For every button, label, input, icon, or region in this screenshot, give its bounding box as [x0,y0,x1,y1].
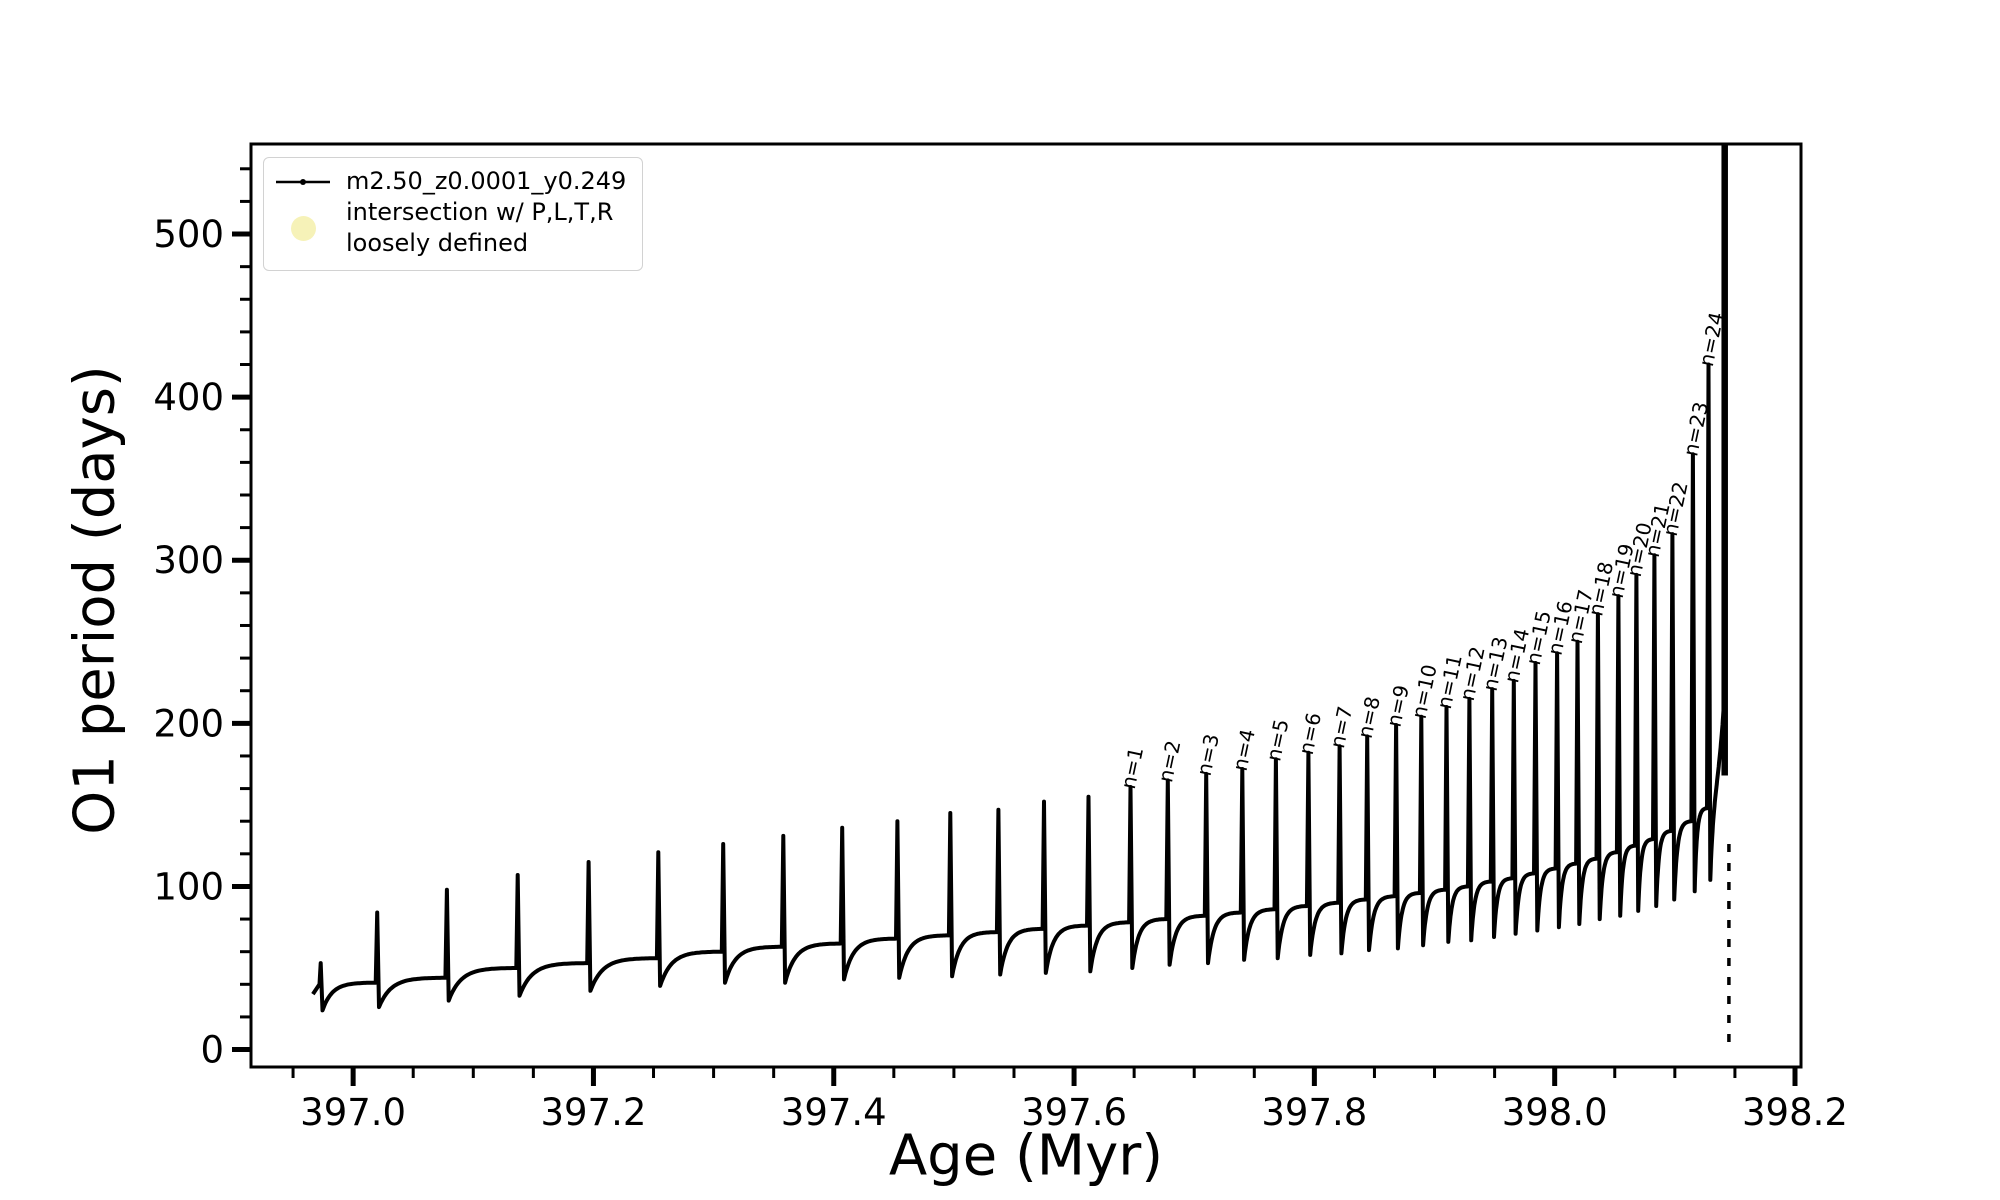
x-tick-label: 398.0 [1502,1091,1608,1134]
x-axis-title: Age (Myr) [888,1123,1164,1189]
x-tick-label: 397.4 [781,1091,887,1134]
y-tick-label: 100 [153,865,224,908]
y-tick-label: 200 [153,702,224,745]
pulse-annotation: n=3 [1192,732,1224,778]
pulse-annotation: n=4 [1228,727,1260,773]
y-tick-label: 500 [153,213,224,256]
ticks-layer: 397.0 397.2 397.4 397.6 397.8 398.0 398.2 0 100 2… [153,167,1848,1134]
y-tick-label: 0 [200,1029,224,1072]
pale-yellow-circle-marker-icon [274,215,332,241]
pulse-annotation: n=1 [1116,745,1148,791]
pulse-annotation: n=6 [1294,710,1326,756]
x-tick-label: 398.2 [1742,1091,1848,1134]
legend-series-label: m2.50_z0.0001_y0.249 [346,167,627,195]
pulse-annotation: n=22 [1658,479,1693,538]
x-tick-label: 397.0 [300,1091,406,1134]
legend: m2.50_z0.0001_y0.249 intersection w/ P,L… [263,157,643,271]
curve-layer [311,144,1731,1047]
pulse-annotation: n=7 [1325,704,1357,750]
line-with-dot-marker-icon [274,176,332,188]
x-tick-label: 397.2 [540,1091,646,1134]
legend-entry-series: m2.50_z0.0001_y0.249 [274,166,630,197]
period-curve [311,144,1727,1013]
x-tick-label: 397.6 [1021,1091,1127,1134]
y-tick-label: 300 [153,539,224,582]
legend-intersection-label: intersection w/ P,L,T,R loosely defined [346,197,613,259]
y-axis-title: O1 period (days) [62,365,128,835]
x-tick-label: 397.8 [1261,1091,1367,1134]
pulse-annotation: n=8 [1353,694,1385,740]
y-tick-label: 400 [153,376,224,419]
axes-spines [249,142,1803,1069]
legend-entry-intersection: intersection w/ P,L,T,R loosely defined [274,197,630,259]
legend-intersection-line1: intersection w/ P,L,T,R [346,198,614,227]
legend-intersection-line2: loosely defined [346,229,529,258]
pulse-annotation: n=5 [1261,717,1293,763]
pulse-annotation: n=2 [1153,738,1185,784]
